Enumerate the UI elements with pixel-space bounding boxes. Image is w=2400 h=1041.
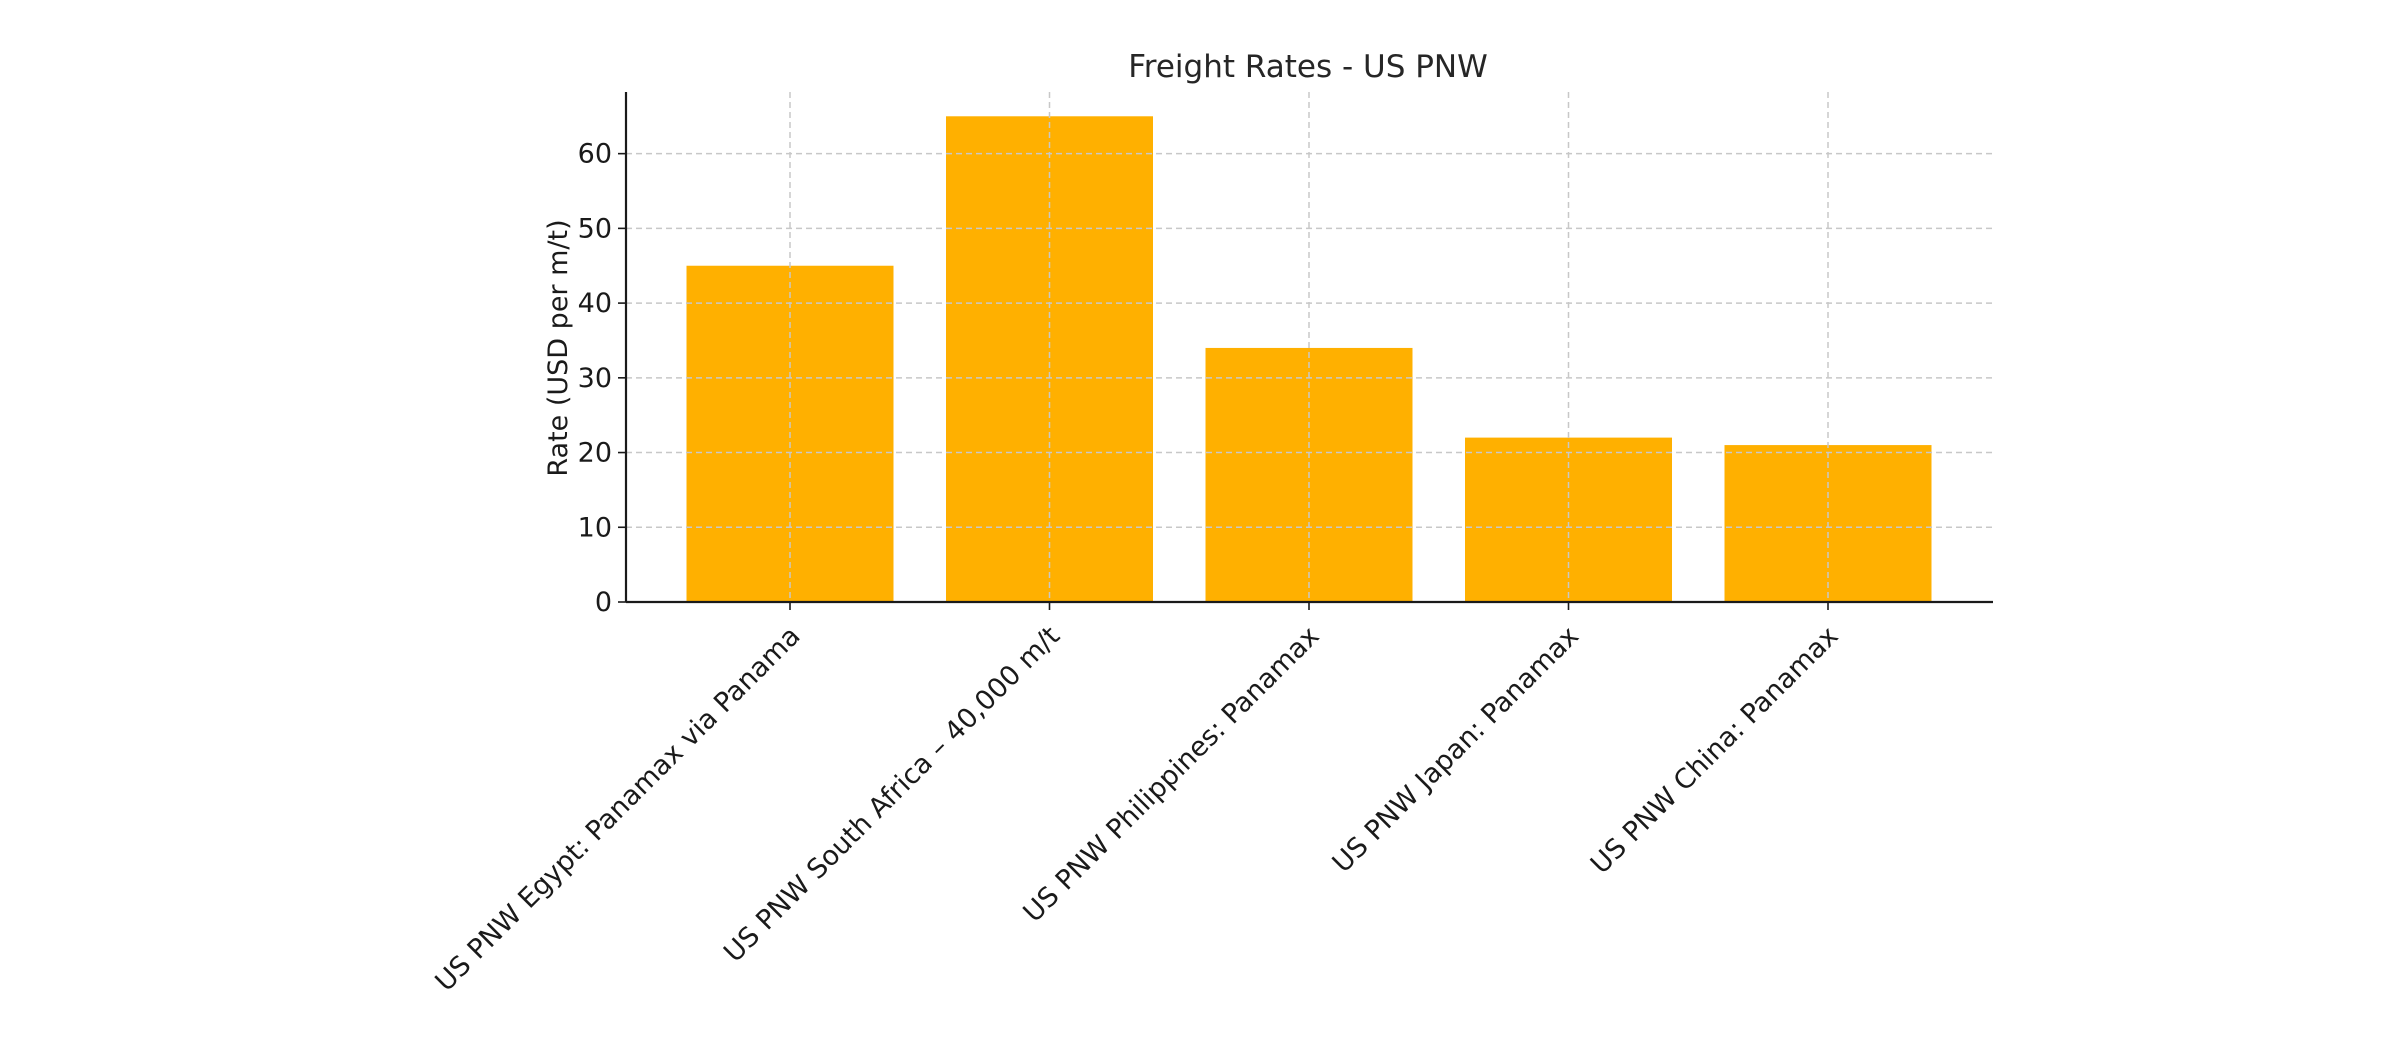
x-tick-label: US PNW Japan: Panamax (1327, 621, 1585, 879)
bar-2 (946, 116, 1153, 603)
y-tick-label: 40 (578, 288, 612, 319)
y-tick-label: 0 (595, 587, 612, 618)
x-tick-label: US PNW Philippines: Panamax (1018, 621, 1326, 929)
y-tick-label: 20 (578, 438, 612, 469)
y-axis-label: Rate (USD per m/t) (543, 219, 574, 476)
y-tick-label: 10 (578, 512, 612, 543)
bars (686, 116, 1932, 603)
y-axis-ticks: 0 10 20 30 40 50 60 (578, 139, 626, 618)
chart-title: Freight Rates - US PNW (1128, 49, 1488, 85)
y-tick-label: 30 (578, 363, 612, 394)
y-tick-label: 50 (578, 213, 612, 244)
grid-lines (626, 92, 1993, 602)
x-tick-label: US PNW China: Panamax (1585, 621, 1845, 881)
y-tick-label: 60 (578, 139, 612, 170)
